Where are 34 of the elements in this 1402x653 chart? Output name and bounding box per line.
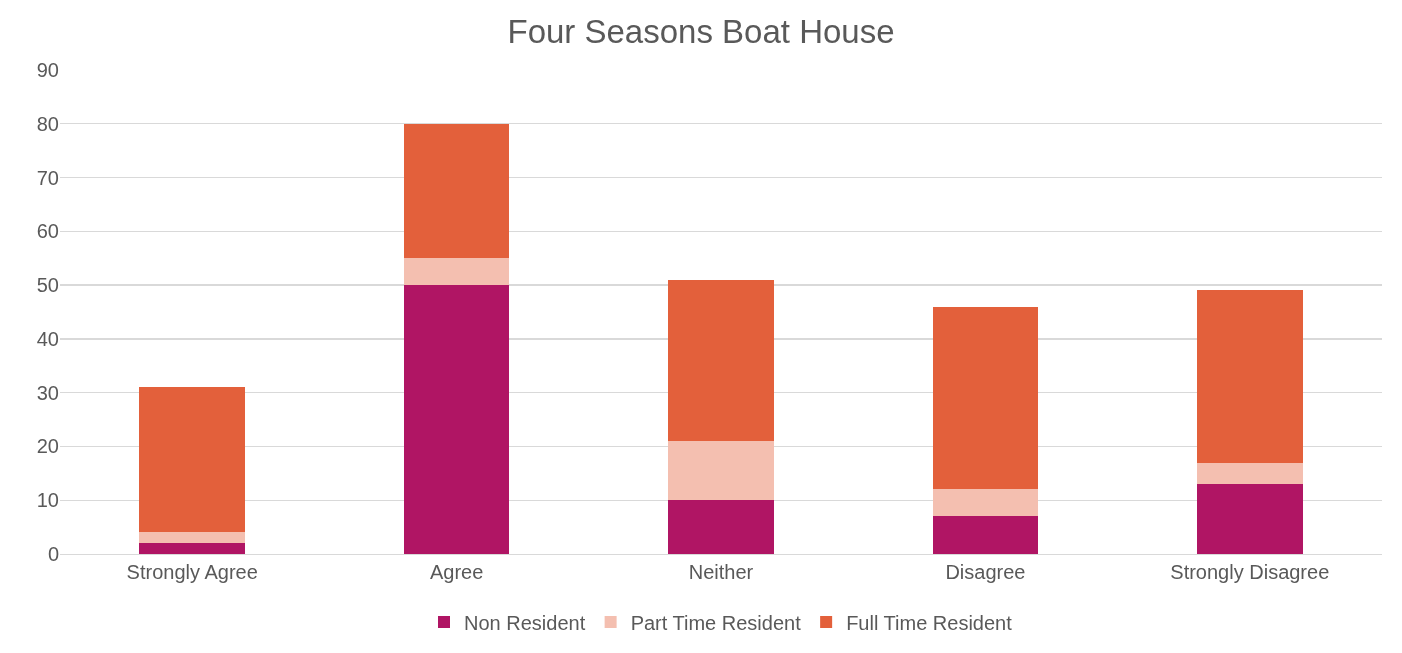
bar bbox=[403, 123, 510, 259]
legend-label: Non Resident bbox=[464, 611, 586, 634]
x-tick-label: Disagree bbox=[945, 561, 1026, 584]
bar bbox=[403, 285, 510, 554]
x-tick-label: Neither bbox=[688, 561, 754, 584]
bar bbox=[668, 279, 774, 442]
bar bbox=[403, 258, 510, 286]
x-tick-label: Strongly Agree bbox=[126, 561, 258, 584]
y-tick-label: 50 bbox=[36, 274, 59, 297]
y-tick-label: 10 bbox=[36, 489, 59, 512]
bar bbox=[1196, 290, 1303, 463]
y-tick-label: 60 bbox=[36, 220, 59, 243]
bar bbox=[668, 500, 774, 554]
bar bbox=[1196, 484, 1303, 554]
y-tick-label: 20 bbox=[36, 435, 59, 458]
y-tick-label: 40 bbox=[36, 327, 59, 350]
bar bbox=[932, 516, 1039, 554]
bar bbox=[1196, 462, 1303, 485]
bar bbox=[932, 489, 1039, 517]
bar bbox=[139, 532, 246, 544]
bar bbox=[932, 306, 1039, 490]
x-tick-label: Strongly Disagree bbox=[1170, 561, 1330, 584]
bar bbox=[668, 441, 774, 501]
y-tick-label: 90 bbox=[36, 59, 59, 81]
y-tick-label: 70 bbox=[36, 166, 59, 189]
bar bbox=[139, 387, 246, 533]
legend-label: Full Time Resident bbox=[846, 611, 1013, 634]
x-tick-label: Agree bbox=[429, 561, 484, 584]
y-tick-label: 30 bbox=[36, 381, 59, 404]
y-tick-label: 0 bbox=[47, 543, 59, 565]
chart-title: Four Seasons Boat House bbox=[507, 12, 895, 50]
legend-label: Part Time Resident bbox=[630, 611, 802, 634]
y-tick-label: 80 bbox=[36, 112, 59, 135]
bar bbox=[139, 543, 246, 554]
